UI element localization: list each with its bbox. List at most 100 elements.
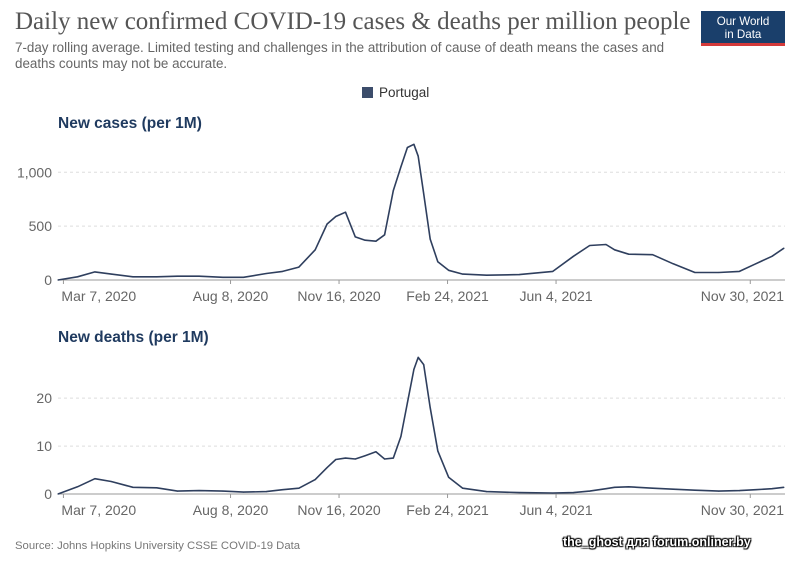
- data-point: [222, 276, 224, 278]
- data-point: [76, 486, 79, 488]
- series-line-portugal: [57, 143, 785, 281]
- data-point: [783, 247, 785, 249]
- data-point: [326, 223, 328, 225]
- data-point: [771, 488, 773, 490]
- data-point: [392, 190, 394, 192]
- data-point: [417, 356, 419, 358]
- data-point: [755, 489, 757, 491]
- data-point: [628, 486, 630, 488]
- x-tick-label: Mar 7, 2020: [61, 502, 136, 518]
- legend-label: Portugal: [379, 85, 430, 100]
- data-point: [384, 234, 386, 236]
- data-point: [265, 272, 267, 275]
- data-point: [518, 491, 520, 494]
- data-point: [486, 491, 488, 493]
- data-point: [392, 457, 394, 459]
- data-point: [718, 271, 720, 274]
- data-point: [429, 407, 431, 409]
- data-point: [344, 211, 347, 213]
- data-point: [282, 270, 284, 272]
- data-point: [364, 455, 366, 457]
- x-tick-label: Feb 24, 2021: [406, 502, 489, 518]
- data-point: [738, 490, 741, 492]
- data-point: [448, 476, 450, 478]
- data-point: [156, 487, 158, 489]
- data-point: [298, 487, 300, 489]
- x-tick-label: Mar 7, 2020: [61, 288, 136, 304]
- data-point: [417, 155, 419, 157]
- x-tick-label: Nov 16, 2020: [297, 502, 380, 518]
- x-tick-label: Nov 16, 2020: [297, 288, 380, 304]
- chart-subtitle: 7-day rolling average. Limited testing a…: [15, 40, 665, 71]
- data-point: [176, 490, 178, 492]
- owid-logo[interactable]: Our World in Data: [701, 11, 785, 46]
- data-point: [518, 274, 520, 276]
- data-point: [384, 458, 386, 460]
- logo-accent-bar: [701, 43, 785, 46]
- data-point: [448, 269, 450, 271]
- data-point: [462, 273, 464, 275]
- data-point: [57, 493, 59, 495]
- data-point: [423, 193, 425, 195]
- y-tick-label: 1,000: [17, 164, 52, 180]
- y-tick-label: 20: [36, 390, 52, 406]
- data-point: [335, 458, 337, 461]
- data-point: [738, 270, 741, 272]
- data-point: [298, 266, 300, 268]
- data-point: [462, 487, 464, 489]
- data-point: [354, 458, 356, 460]
- data-point: [406, 402, 408, 404]
- data-point: [282, 489, 284, 491]
- x-tick-label: Nov 30, 2021: [701, 288, 784, 304]
- data-point: [335, 215, 337, 218]
- data-point: [242, 491, 245, 493]
- data-point: [94, 271, 96, 273]
- data-point: [614, 486, 616, 488]
- data-point: [429, 238, 431, 240]
- data-point: [755, 263, 757, 265]
- data-point: [605, 243, 607, 246]
- data-point: [672, 488, 674, 490]
- x-tick-label: Jun 4, 2021: [519, 502, 592, 518]
- deaths-panel-title: New deaths (per 1M): [58, 329, 209, 346]
- data-point: [652, 487, 654, 489]
- data-point: [326, 467, 328, 469]
- data-point: [572, 491, 575, 494]
- data-point: [344, 457, 347, 459]
- watermark: the_ghost для forum.onliner.by: [563, 535, 751, 549]
- logo-line-2: in Data: [724, 28, 762, 41]
- data-point: [423, 363, 425, 366]
- data-point: [406, 146, 408, 149]
- data-point: [605, 488, 607, 490]
- data-point: [413, 143, 415, 145]
- data-point: [222, 490, 224, 492]
- data-point: [110, 273, 112, 275]
- source-note: Source: Johns Hopkins University CSSE CO…: [15, 540, 301, 552]
- data-point: [132, 486, 134, 488]
- data-point: [132, 276, 134, 278]
- data-point: [694, 271, 696, 274]
- data-point: [718, 490, 720, 492]
- data-point: [314, 479, 316, 481]
- data-point: [375, 240, 377, 242]
- cases-panel-title: New cases (per 1M): [58, 115, 202, 132]
- data-point: [694, 489, 696, 491]
- legend-swatch: [362, 87, 373, 98]
- data-point: [771, 255, 773, 257]
- data-point: [672, 263, 674, 265]
- logo-line-1: Our World: [716, 15, 770, 28]
- data-point: [354, 236, 356, 238]
- y-tick-label: 0: [44, 272, 52, 288]
- y-tick-label: 0: [44, 486, 52, 502]
- x-tick-label: Feb 24, 2021: [406, 288, 489, 304]
- y-tick-label: 10: [36, 438, 52, 454]
- data-point: [94, 478, 96, 480]
- data-point: [552, 270, 554, 272]
- data-point: [614, 249, 616, 251]
- legend[interactable]: Portugal: [362, 85, 429, 100]
- data-point: [783, 486, 785, 488]
- data-point: [364, 239, 366, 241]
- y-tick-label: 500: [29, 218, 53, 234]
- data-point: [314, 249, 316, 251]
